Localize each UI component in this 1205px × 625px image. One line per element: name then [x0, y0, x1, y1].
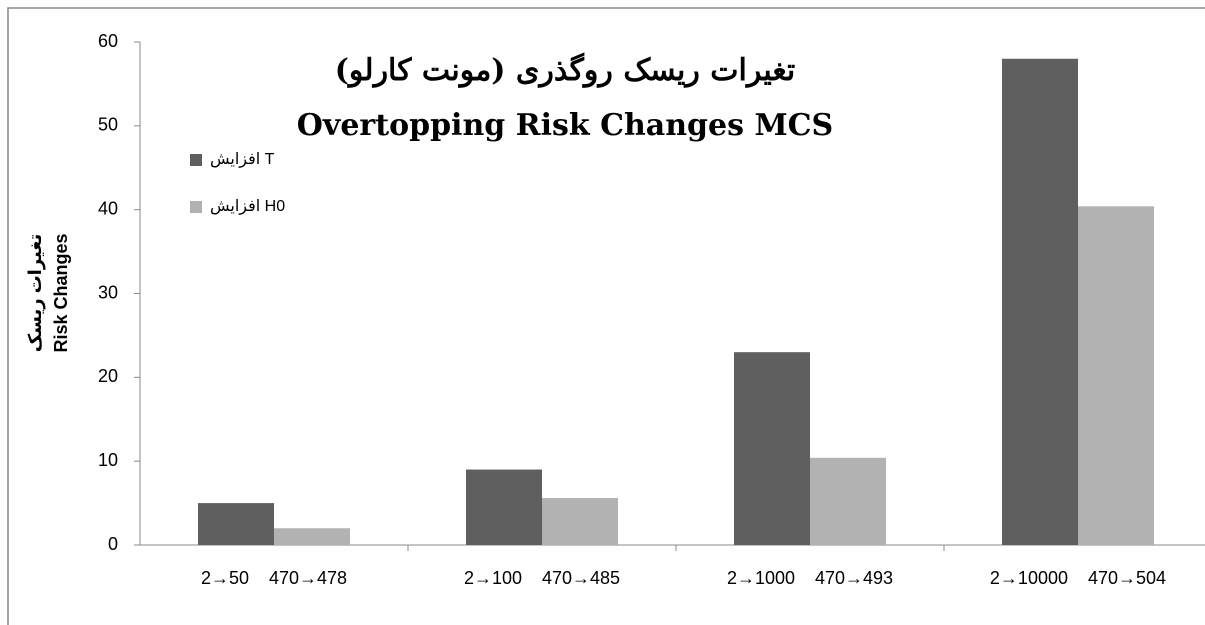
y-tick-label: 40	[98, 198, 118, 218]
legend-label: افزایش H0	[210, 198, 285, 216]
legend-swatch	[190, 154, 202, 166]
chart-frame	[7, 7, 1205, 625]
x-tick-label: 2→50 470→478	[201, 568, 347, 588]
y-axis-title: تغیرات ریسک Risk Changes	[25, 233, 71, 352]
chart-title: تغیرات ریسک روگذری (مونت کارلو)	[335, 52, 796, 88]
bar	[1078, 206, 1154, 545]
bar	[1002, 58, 1078, 546]
y-axis-title-fa: تغیرات ریسک	[25, 234, 46, 353]
chart-subtitle: Overtopping Risk Changes MCS	[297, 108, 833, 143]
y-tick-label: 0	[108, 534, 118, 554]
y-axis-title-en: Risk Changes	[51, 233, 71, 352]
y-tick-label: 20	[98, 366, 118, 386]
y-tick-label: 10	[98, 450, 118, 470]
bar	[466, 469, 542, 545]
bar	[542, 498, 618, 545]
bar	[810, 457, 886, 545]
bar	[274, 528, 350, 545]
bar	[198, 503, 274, 545]
legend-swatch	[190, 201, 202, 213]
x-tick-label: 2→10000 470→504	[990, 568, 1166, 588]
bar	[734, 352, 810, 545]
y-tick-label: 50	[98, 115, 118, 135]
y-tick-label: 30	[98, 282, 118, 302]
y-tick-label: 60	[98, 31, 118, 51]
x-tick-label: 2→100 470→485	[464, 568, 620, 588]
legend-label: افزایش T	[210, 151, 275, 169]
x-tick-label: 2→1000 470→493	[727, 568, 893, 588]
